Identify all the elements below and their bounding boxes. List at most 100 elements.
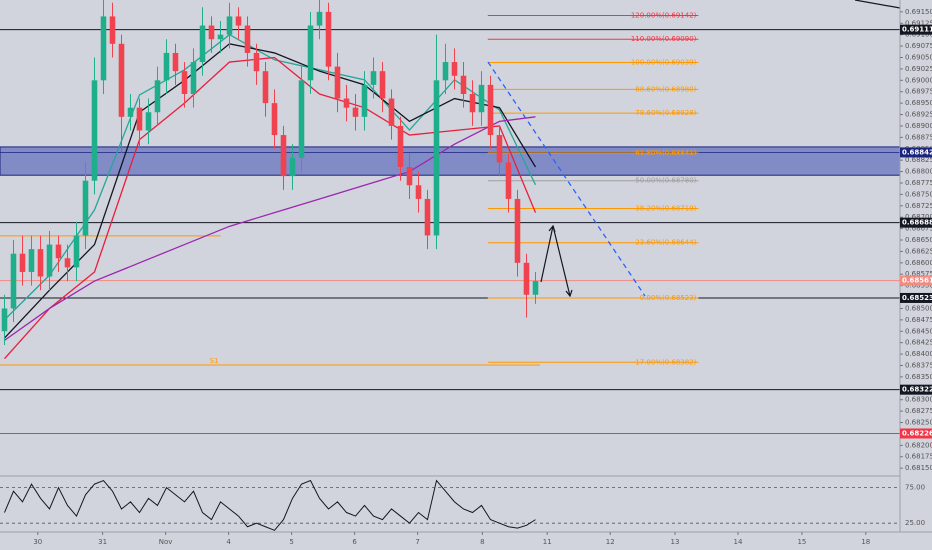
candle-body [127,107,134,117]
candle-body [118,43,125,117]
price-tag-label: 0.69111 [902,26,932,34]
candle-body [433,80,440,236]
candle-body [361,84,368,117]
fib-label: -17.00%(0.68382) [633,358,697,366]
candle-body [379,71,386,99]
candle-body [208,25,215,40]
candle-body [217,34,224,40]
y-tick-label: 0.69150 [905,8,932,16]
x-tick-label: 18 [861,538,870,546]
y-tick-label: 0.68425 [905,339,932,347]
moving-average [4,56,537,360]
candle-body [46,244,53,277]
x-tick-label: 30 [33,538,42,546]
candle-body [289,157,296,177]
trend-line [487,61,646,297]
y-tick-label: 0.68475 [905,316,932,324]
candle-body [271,103,278,136]
y-tick-label: 0.69075 [905,42,932,50]
trend-line [854,0,901,9]
y-tick-label: 0.69125 [905,19,932,27]
fib-label: 61.80%(0.68841) [635,149,696,157]
candle-body [181,71,188,94]
pivot-label: S1 [210,357,219,365]
candle-body [451,62,458,76]
y-tick-label: 0.68925 [905,111,932,119]
rsi-line [4,479,536,531]
y-tick-label: 0.68350 [905,373,932,381]
zone [0,146,901,176]
x-tick-label: 8 [480,538,484,546]
fib-label: 78.60%(0.68928) [635,109,696,117]
candle-body [496,135,503,163]
candle-body [262,71,269,104]
y-tick-label: 0.68375 [905,361,932,369]
price-tag [900,384,932,395]
candle-body [37,249,44,277]
candle-body [316,11,323,26]
candle-body [478,84,485,113]
candle-body [334,66,341,99]
x-tick-label: Nov [159,538,173,546]
y-tick-label: 0.68575 [905,270,932,278]
y-tick-label: 0.68600 [905,259,932,267]
y-tick-label: 0.68400 [905,350,932,358]
price-tag [900,428,932,439]
price-tag-label: 0.68842 [902,148,932,156]
drawings [487,0,901,298]
fib-label: 88.60%(0.68980) [635,85,696,93]
price-tag [900,275,932,286]
candle-body [415,185,422,199]
y-tick-label: 0.68300 [905,396,932,404]
candle-body [19,253,26,272]
candle-body [235,16,242,26]
candle-body [10,253,17,309]
candle-body [523,262,530,295]
candle-body [154,80,161,113]
fib-label: 120.00%(0.69142) [631,12,697,20]
candle-body [505,162,512,199]
rsi-panel [0,475,932,531]
arrow-head [548,224,556,233]
price-tags: 0.68842 0.69111 0.68688 0.68561 0.68523 0.683… [900,24,932,439]
price-tag-label: 0.68523 [902,294,932,302]
candle-body [145,112,152,131]
levels: S1 [0,29,901,434]
candle-body [199,25,206,63]
x-tick-label: 11 [543,538,552,546]
x-tick-label: 15 [797,538,806,546]
price-axis [900,0,932,532]
y-tick-label: 0.68950 [905,99,932,107]
arrow-head [565,289,573,298]
y-tick-label: 0.68550 [905,282,932,290]
fib-label: 23.60%(0.68644) [635,239,696,247]
x-tick-label: 13 [671,538,680,546]
y-tick-label: 0.68200 [905,441,932,449]
y-tick-label: 0.68975 [905,88,932,96]
y-tick-label: 0.68250 [905,419,932,427]
x-tick-label: 6 [352,538,357,546]
x-tick-label: 5 [289,538,293,546]
candle-body [406,167,413,186]
price-tag [900,24,932,35]
x-tick-label: 7 [415,538,419,546]
y-tick-label: 0.68900 [905,122,932,130]
x-tick-label: 31 [98,538,107,546]
y-tick-label: 0.68650 [905,236,932,244]
fib-label: 38.20%(0.68719) [635,205,696,213]
y-tick-label: 0.68800 [905,168,932,176]
candle-body [172,52,179,72]
price-tag [900,292,932,303]
y-tick-label: 0.68275 [905,407,932,415]
price-tag-label: 0.68688 [902,219,932,227]
rsi-tick-label: 25.00 [905,519,925,527]
candle-body [307,25,314,81]
y-tick-label: 0.68775 [905,179,932,187]
candle-body [82,180,89,236]
candle-body [424,198,431,236]
candle-body [91,80,98,181]
candle-body [190,62,197,94]
candle-body [136,107,143,131]
candle-body [28,249,35,272]
